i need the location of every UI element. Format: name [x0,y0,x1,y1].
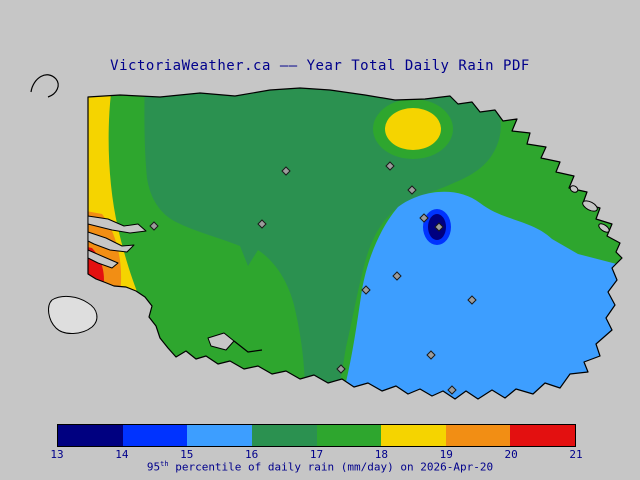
harbour-line [233,340,263,353]
colorbar [57,424,576,447]
colorbar-tick-label: 15 [180,448,194,461]
station-marker [407,185,417,195]
colorbar-tick-label: 13 [50,448,64,461]
colorbar-ticks: 13 14 15 16 17 18 19 20 21 [50,448,582,461]
station-marker [426,350,436,360]
coastline-outline [87,87,623,400]
contour-region-15-16 [335,191,622,399]
station-markers [149,161,477,395]
colorbar-tick-label: 17 [309,448,324,461]
station-marker [281,166,291,176]
caption-text: percentile of daily rain (mm/day) on 202… [168,460,494,474]
colorbar-segment [381,425,446,446]
colorbar-tick-label: 21 [569,448,583,461]
station-marker [447,385,457,395]
colorbar-segment [445,425,511,446]
colorbar-segment [251,425,317,446]
caption: 95th percentile of daily rain (mm/day) o… [0,460,640,474]
colorbar-tick-label: 14 [115,448,129,461]
station-marker [385,161,395,171]
station-marker [149,221,159,231]
colorbar-segment [510,425,575,446]
colorbar-segment [316,425,382,446]
colorbar-tick-label: 16 [245,448,259,461]
island-shape [569,185,579,193]
caption-value: 95 [146,460,161,474]
station-marker [419,213,429,223]
page-title: VictoriaWeather.ca –– Year Total Daily R… [110,58,530,74]
station-marker [336,364,346,374]
island-shape [582,200,598,212]
colorbar-tick-label: 19 [439,448,453,461]
island-shape [598,223,610,233]
harbour-shape [207,332,235,351]
inlet-shape [87,231,135,253]
inlet-shape [87,249,119,269]
coastline-details [30,74,610,353]
colorbar-segment [122,425,188,446]
lake-shape [48,295,98,334]
station-marker [257,219,267,229]
colorbar-tick-label: 18 [374,448,388,461]
colorbar-tick-label: 20 [504,448,518,461]
inlet-shape [87,215,147,234]
contour-patch-18-19 [385,108,441,150]
colorbar-segment [58,425,123,446]
colorbar-segment [187,425,252,446]
station-marker [392,271,402,281]
station-marker [434,222,444,232]
caption-sup: th [160,460,169,468]
station-marker [361,285,371,295]
coast-hook [30,74,59,98]
station-marker [467,295,477,305]
